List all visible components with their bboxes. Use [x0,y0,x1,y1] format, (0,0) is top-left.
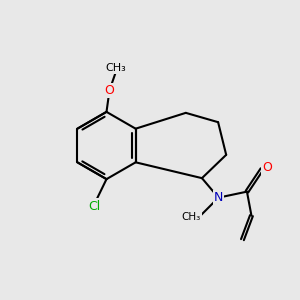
Text: O: O [105,84,114,97]
Text: Cl: Cl [88,200,101,213]
Text: CH₃: CH₃ [182,212,201,222]
Text: CH₃: CH₃ [105,63,126,74]
Text: O: O [262,161,272,174]
Text: N: N [214,191,223,204]
